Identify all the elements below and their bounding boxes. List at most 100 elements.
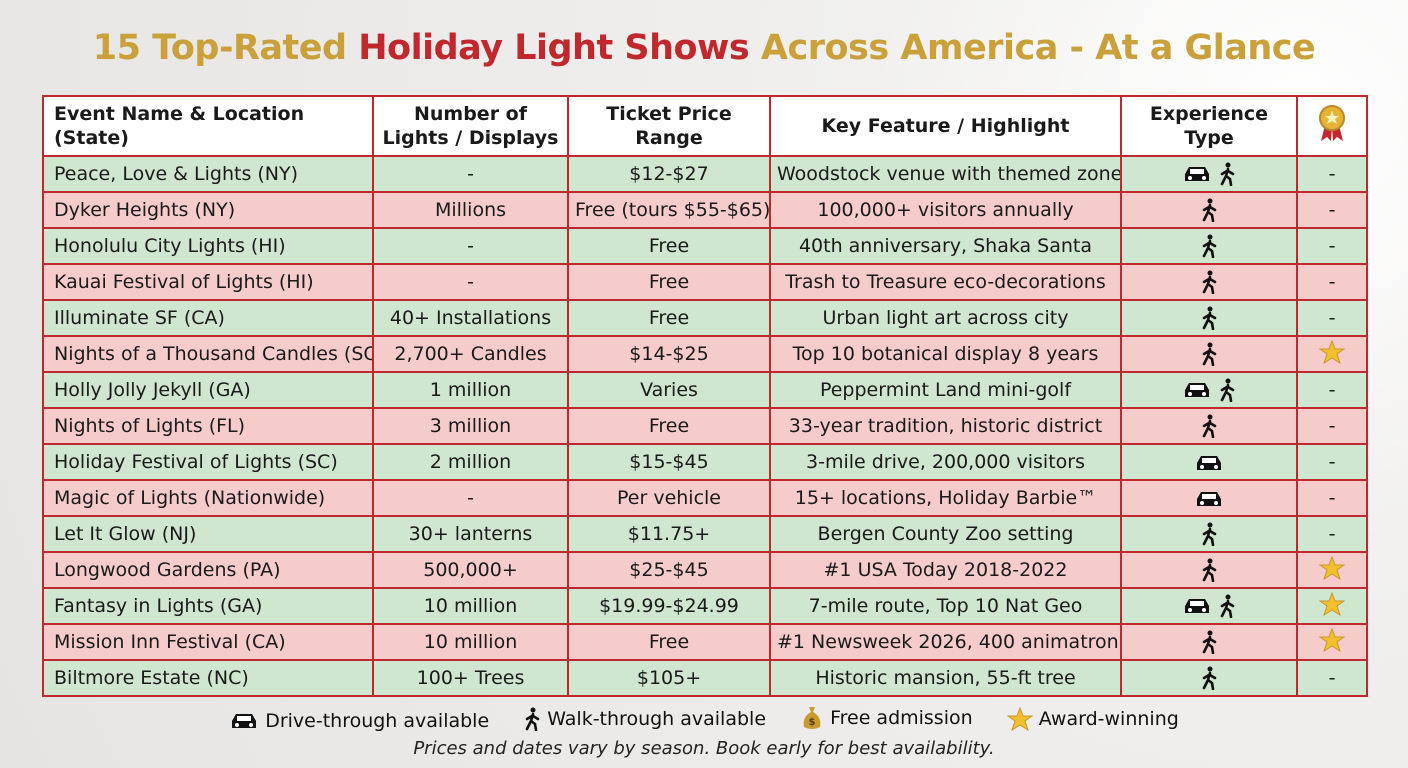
title-part: Holiday Light Shows <box>358 28 750 68</box>
cell: 1 million <box>372 371 569 409</box>
column-header: Key Feature / Highlight <box>769 95 1122 157</box>
experience-cell <box>1120 659 1298 697</box>
car-icon <box>232 714 257 728</box>
cell: #1 USA Today 2018-2022 <box>769 551 1122 589</box>
walk-icon <box>1220 162 1235 186</box>
award-cell <box>1296 587 1368 625</box>
cell: 100,000+ visitors annually <box>769 191 1122 229</box>
legend-label: Drive-through available <box>265 710 490 732</box>
walk-icon <box>525 707 540 731</box>
cell: Dyker Heights (NY) <box>42 191 374 229</box>
column-header: Event Name & Location (State) <box>42 95 374 157</box>
row: Holiday Festival of Lights (SC) 2 million… <box>42 443 1368 481</box>
row: Fantasy in Lights (GA) 10 million $19.99-$… <box>42 587 1368 625</box>
car-icon <box>1197 455 1221 470</box>
title-part: 15 Top-Rated <box>92 28 347 68</box>
cell: Let It Glow (NJ) <box>42 515 374 553</box>
walk-icon <box>1202 414 1217 438</box>
cell: Nights of Lights (FL) <box>42 407 374 445</box>
cell: Holly Jolly Jekyll (GA) <box>42 371 374 409</box>
star-icon <box>1318 591 1346 616</box>
car-icon <box>1185 167 1209 181</box>
experience-cell <box>1120 587 1298 625</box>
medal-icon <box>1319 105 1345 141</box>
award-cell: - <box>1296 155 1368 193</box>
cell: 2,700+ Candles <box>372 335 569 373</box>
legend-item: Award-winning <box>1006 707 1179 731</box>
row: Holly Jolly Jekyll (GA) 1 million Varies Pe… <box>42 371 1368 409</box>
walk-icon <box>1202 270 1217 294</box>
cell: $25-$45 <box>567 551 771 589</box>
award-cell <box>1296 623 1368 661</box>
experience-cell <box>1120 371 1298 409</box>
experience-cell <box>1120 335 1298 373</box>
car-icon <box>1185 599 1209 613</box>
award-header <box>1296 95 1368 157</box>
cell: Top 10 botanical display 8 years <box>769 335 1122 373</box>
cell: 15+ locations, Holiday Barbie™ <box>769 479 1122 517</box>
walk-icon <box>1220 378 1235 402</box>
footnote: Prices and dates vary by season. Book ea… <box>413 738 995 759</box>
star-icon <box>1318 627 1346 652</box>
cell: Historic mansion, 55-ft tree <box>769 659 1122 697</box>
cell: Trash to Treasure eco-decorations <box>769 263 1122 301</box>
walk-icon <box>1202 630 1217 654</box>
svg-text:$: $ <box>809 717 816 728</box>
cell: - <box>372 263 569 301</box>
experience-cell <box>1120 155 1298 193</box>
car-icon <box>1185 383 1209 397</box>
cell: $15-$45 <box>567 443 771 481</box>
cell: 33-year tradition, historic district <box>769 407 1122 445</box>
cell: 40th anniversary, Shaka Santa <box>769 227 1122 265</box>
row: Honolulu City Lights (HI) - Free 40th anniv… <box>42 227 1368 265</box>
title-part: Across America - At a Glance <box>760 28 1316 68</box>
experience-cell <box>1120 407 1298 445</box>
cell: Peppermint Land mini-golf <box>769 371 1122 409</box>
cell: 500,000+ <box>372 551 569 589</box>
cell: Holiday Festival of Lights (SC) <box>42 443 374 481</box>
header-row: Event Name & Location (State) Number of L… <box>42 95 1368 157</box>
column-header: Ticket Price Range <box>567 95 771 157</box>
cell: Kauai Festival of Lights (HI) <box>42 263 374 301</box>
cell: Magic of Lights (Nationwide) <box>42 479 374 517</box>
row: Let It Glow (NJ) 30+ lanterns $11.75+ Berge… <box>42 515 1368 553</box>
legend-label: Walk-through available <box>547 708 767 730</box>
legend-label: Free admission <box>830 707 973 729</box>
cell: Millions <box>372 191 569 229</box>
experience-cell <box>1120 191 1298 229</box>
car-icon <box>1197 491 1221 506</box>
row: Dyker Heights (NY) Millions Free (tours $5… <box>42 191 1368 229</box>
title: 15 Top-Rated Holiday Light Shows Across … <box>0 28 1408 68</box>
cell: Woodstock venue with themed zones <box>769 155 1122 193</box>
row: Kauai Festival of Lights (HI) - Free Trash … <box>42 263 1368 301</box>
cell: Free <box>567 407 771 445</box>
money-icon: $ <box>803 707 821 729</box>
award-cell: - <box>1296 479 1368 517</box>
cell: Free <box>567 227 771 265</box>
award-cell: - <box>1296 515 1368 553</box>
award-cell: - <box>1296 407 1368 445</box>
cell: Nights of a Thousand Candles (SC) <box>42 335 374 373</box>
walk-icon <box>1202 666 1217 690</box>
award-cell <box>1296 335 1368 373</box>
award-cell: - <box>1296 191 1368 229</box>
column-header: Number of Lights / Displays <box>372 95 569 157</box>
walk-icon <box>1202 306 1217 330</box>
cell: Varies <box>567 371 771 409</box>
experience-cell <box>1120 515 1298 553</box>
cell: $14-$25 <box>567 335 771 373</box>
walk-icon <box>1202 198 1217 222</box>
experience-cell <box>1120 227 1298 265</box>
cell: 100+ Trees <box>372 659 569 697</box>
row: Mission Inn Festival (CA) 10 million Free #… <box>42 623 1368 661</box>
row: Biltmore Estate (NC) 100+ Trees $105+ Histo… <box>42 659 1368 697</box>
star-icon <box>1318 339 1346 364</box>
cell: Urban light art across city <box>769 299 1122 337</box>
cell: 10 million <box>372 623 569 661</box>
cell: - <box>372 479 569 517</box>
cell: 40+ Installations <box>372 299 569 337</box>
cell: Per vehicle <box>567 479 771 517</box>
cell: Free <box>567 263 771 301</box>
cell: 10 million <box>372 587 569 625</box>
row: Peace, Love & Lights (NY) - $12-$27 Woodsto… <box>42 155 1368 193</box>
